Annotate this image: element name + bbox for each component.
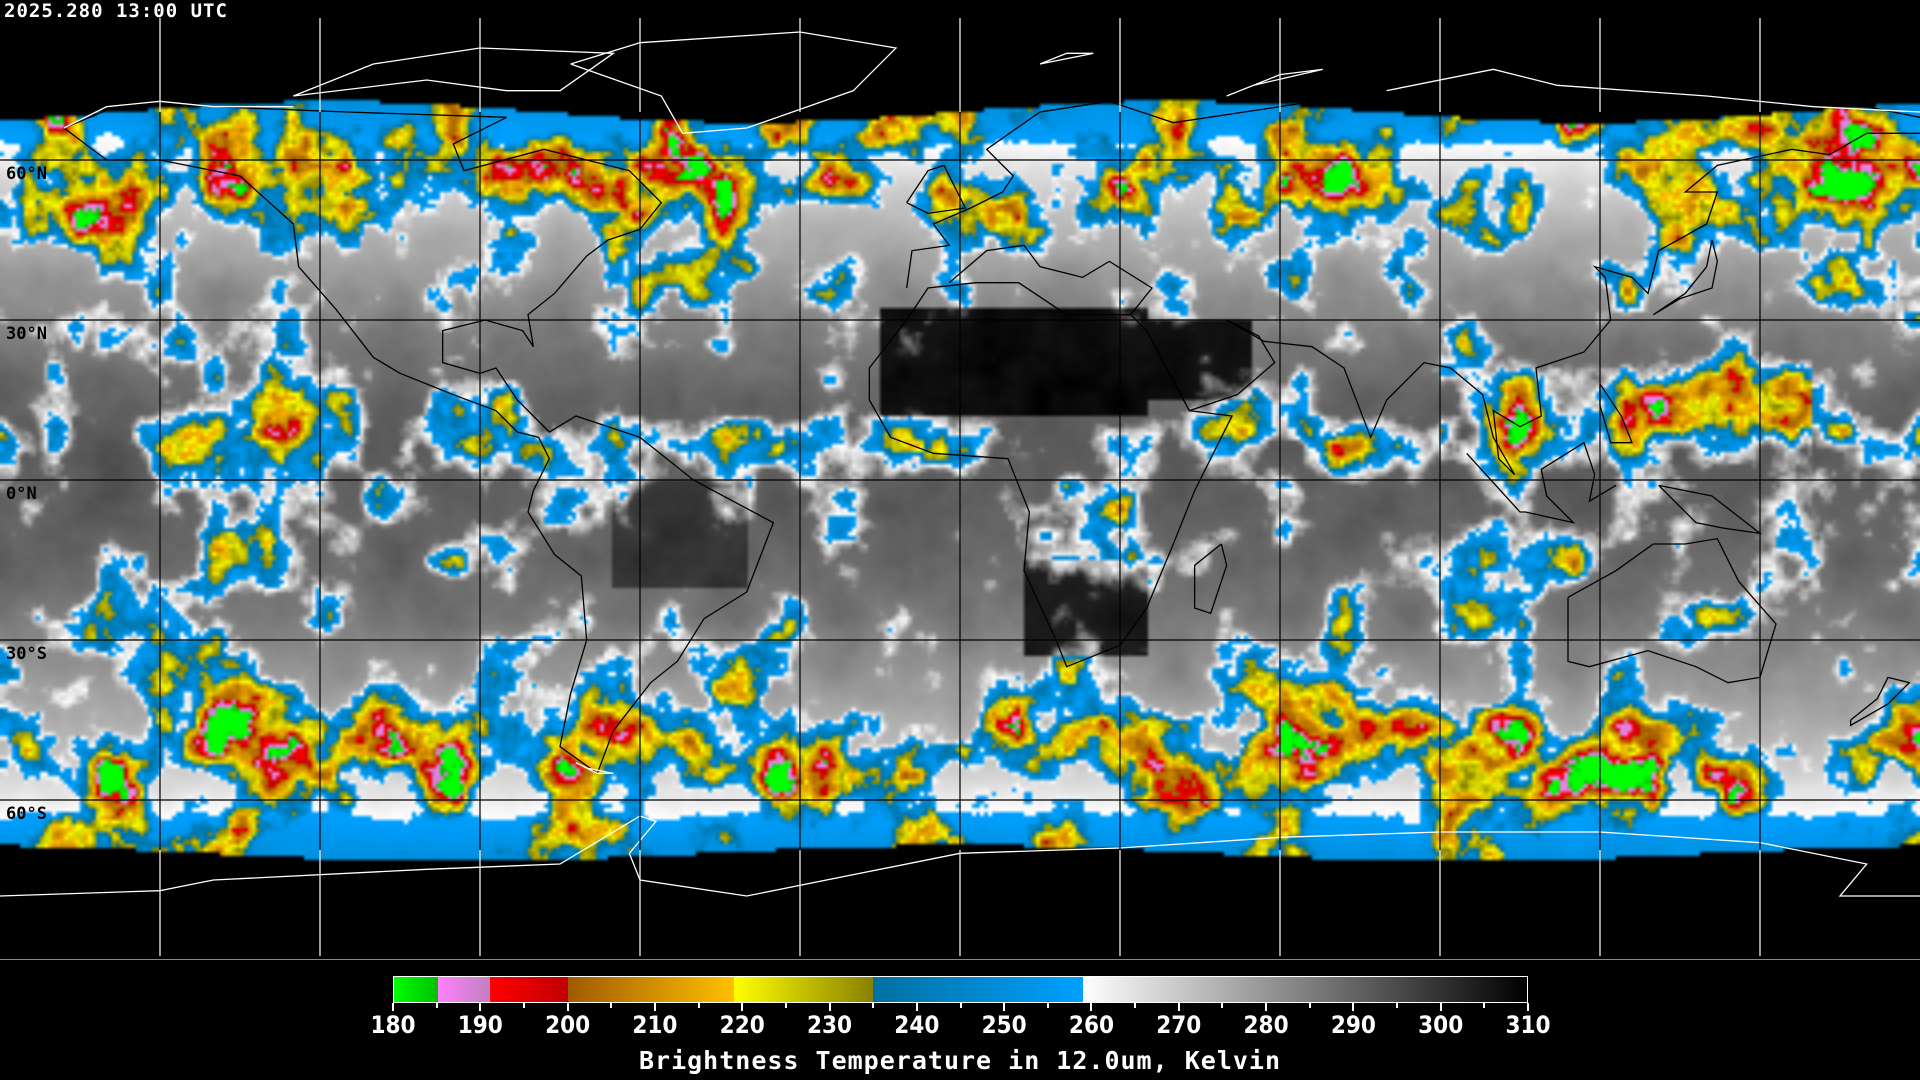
colorbar-tick: [1352, 1003, 1355, 1011]
colorbar-tick: [741, 1003, 744, 1011]
colorbar-tick: [566, 1003, 569, 1011]
coastline: [1466, 441, 1617, 524]
coastline: [1850, 676, 1911, 727]
lat-label-60s: 60°S: [6, 804, 47, 824]
colorbar-tick-label: 180: [370, 1011, 416, 1039]
colorbar-tick: [915, 1003, 918, 1011]
colorbar-tick: [1527, 1003, 1529, 1011]
colorbar-tick-label: 280: [1243, 1011, 1289, 1039]
colorbar-tick: [522, 1003, 525, 1008]
coastline: [948, 244, 1153, 316]
coastline: [1652, 239, 1718, 316]
colorbar-segment: [1082, 977, 1527, 1002]
colorbar-tick: [1003, 1003, 1006, 1011]
colorbar-tick: [872, 1003, 875, 1008]
colorbar-tick: [828, 1003, 831, 1011]
colorbar-tick-label: 230: [806, 1011, 853, 1039]
polar-coastline: [1226, 68, 1323, 97]
colorbar-segment: [873, 977, 1083, 1002]
coastline: [1146, 132, 1920, 476]
colorbar-tick: [392, 1003, 394, 1011]
colorbar-tick: [1265, 1003, 1268, 1011]
colorbar-tick-label: 210: [632, 1011, 678, 1039]
colorbar-tick-label: 190: [457, 1011, 503, 1039]
colorbar-segment: [568, 977, 734, 1002]
colorbar-tick: [1177, 1003, 1180, 1011]
polar-coastline: [293, 47, 616, 97]
colorbar-tick-label: 300: [1418, 1011, 1464, 1039]
lat-label-30n: 30°N: [6, 324, 47, 344]
lat-label-equator: 0°N: [6, 484, 37, 504]
colorbar-tick-label: 220: [719, 1011, 765, 1039]
colorbar-tick: [653, 1003, 656, 1011]
satellite-map: [0, 0, 1920, 960]
coastline: [906, 164, 967, 215]
colorbar-tick: [1439, 1003, 1442, 1011]
colorbar-segment: [437, 977, 490, 1002]
coastline: [906, 74, 1920, 289]
colorbar-tick-label: 310: [1505, 1011, 1551, 1039]
colorbar-tick: [1221, 1003, 1224, 1008]
colorbar-tick: [610, 1003, 613, 1008]
timestamp: 2025.280 13:00 UTC: [4, 0, 228, 22]
colorbar-segment: [733, 977, 874, 1002]
colorbar-tick: [1308, 1003, 1311, 1008]
colorbar-tick-label: 270: [1156, 1011, 1202, 1039]
polar-coastline: [575, 762, 614, 774]
colorbar-title: Brightness Temperature in 12.0um, Kelvin: [638, 1046, 1282, 1075]
colorbar-segment: [394, 977, 438, 1002]
coastline: [63, 100, 775, 775]
coastline: [1567, 537, 1777, 684]
colorbar-tick-label: 260: [1068, 1011, 1114, 1039]
coastline: [1658, 484, 1763, 535]
colorbar-segment: [489, 977, 569, 1002]
polar-coastline: [1386, 68, 1920, 113]
colorbar-tick: [1396, 1003, 1399, 1008]
colorbar-tick: [1046, 1003, 1049, 1008]
colorbar-tick: [1483, 1003, 1486, 1008]
coastline: [868, 282, 1233, 668]
colorbar-tick-label: 290: [1330, 1011, 1376, 1039]
colorbar-tick: [784, 1003, 787, 1008]
colorbar-tick: [1134, 1003, 1137, 1008]
colorbar-tick: [435, 1003, 438, 1008]
colorbar-tick-label: 250: [981, 1011, 1027, 1039]
map-border: [0, 959, 1920, 960]
colorbar-tick-label: 200: [545, 1011, 591, 1039]
lat-label-60n: 60°N: [6, 164, 47, 184]
colorbar-tick: [479, 1003, 482, 1011]
colorbar-tick: [959, 1003, 962, 1008]
colorbar-tick: [697, 1003, 700, 1008]
coastline: [1194, 543, 1228, 615]
polar-coastline: [570, 31, 898, 135]
coastline: [1599, 383, 1633, 444]
polar-coastline: [1039, 52, 1094, 65]
colorbar-tick-label: 240: [894, 1011, 940, 1039]
map-overlay: [0, 18, 1920, 956]
lat-label-30s: 30°S: [6, 644, 47, 664]
polar-coastline: [63, 100, 294, 129]
colorbar: [393, 976, 1528, 1003]
colorbar-tick: [1090, 1003, 1093, 1011]
